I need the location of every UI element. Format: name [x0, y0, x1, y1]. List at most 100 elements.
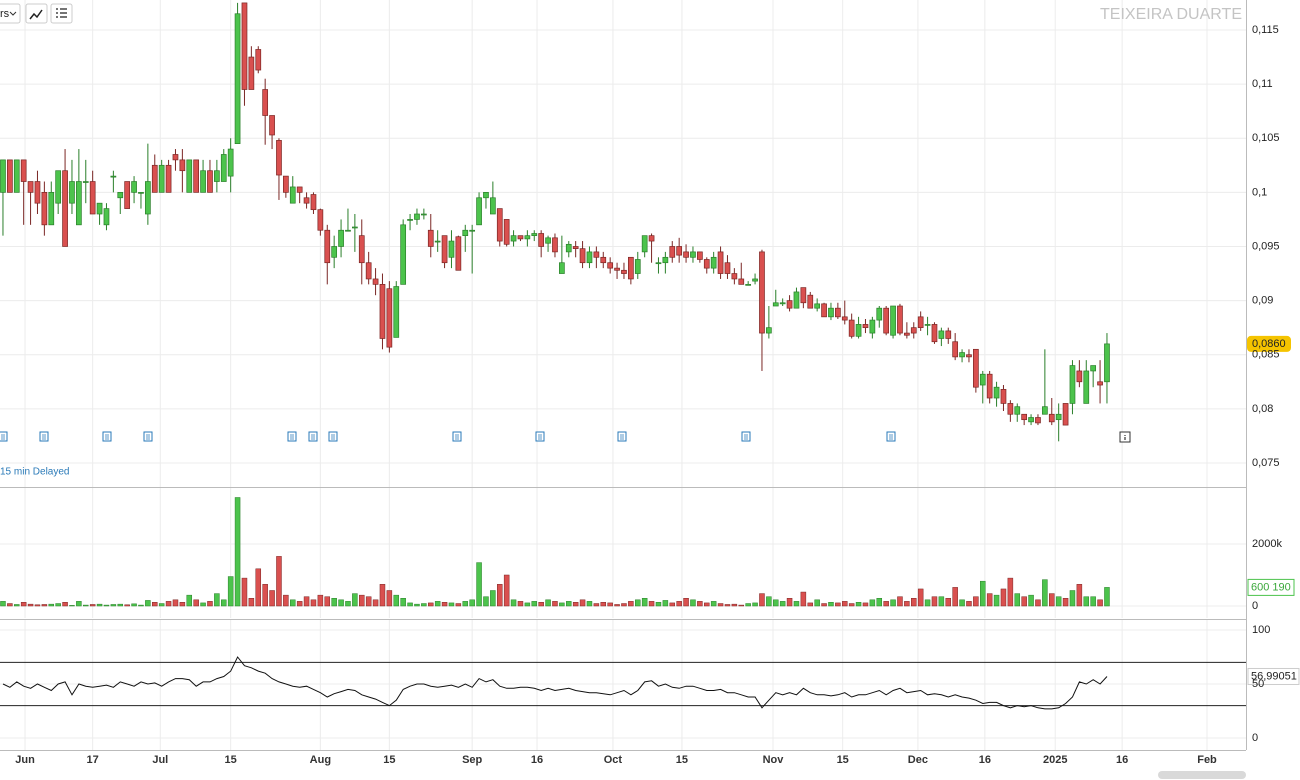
- scrollbar[interactable]: [1158, 771, 1246, 779]
- delay-note: 15 min Delayed: [0, 467, 69, 478]
- price-tag: [1247, 335, 1291, 352]
- candle-body: [365, 262, 372, 280]
- candle-body: [607, 262, 614, 269]
- candle-body: [476, 197, 482, 226]
- volume-bar: [731, 603, 738, 607]
- volume-bar: [303, 596, 310, 607]
- news-icon[interactable]: [617, 431, 627, 442]
- range-button[interactable]: [0, 3, 21, 24]
- candle-body: [924, 324, 931, 326]
- news-icon[interactable]: [287, 431, 297, 442]
- volume-bar: [773, 599, 779, 607]
- volume-bar: [1000, 588, 1007, 607]
- news-icon[interactable]: [102, 431, 112, 442]
- volume-bar: [469, 599, 475, 607]
- news-icon[interactable]: [308, 431, 318, 442]
- news-icon[interactable]: [328, 431, 338, 442]
- news-icon[interactable]: [535, 431, 545, 442]
- candle-body: [966, 354, 972, 358]
- candle-body: [890, 305, 896, 336]
- candle-body: [186, 159, 193, 193]
- volume-bar: [386, 590, 393, 607]
- volume-bar: [786, 598, 793, 607]
- x-tick-label: 2025: [1043, 754, 1067, 766]
- volume-bar: [317, 594, 324, 607]
- candle-body: [1028, 417, 1034, 423]
- y-tick-label: 100: [1252, 624, 1270, 636]
- volume-bar: [434, 601, 441, 607]
- candle-body: [393, 286, 400, 338]
- candle-body: [1042, 406, 1048, 415]
- labels: Jun 17 Jul 15 Aug 15 Sep 16 Oct 15 Nov 15 Dec 16 2025 1…: [0, 24, 1297, 766]
- volume-bar: [924, 599, 931, 607]
- candle-body: [545, 237, 551, 244]
- news-icon[interactable]: [452, 431, 462, 442]
- news-icon[interactable]: [143, 431, 153, 442]
- volume-bar: [165, 601, 172, 607]
- candle-body: [379, 284, 386, 339]
- news-icon[interactable]: [39, 431, 49, 442]
- candle-body: [1014, 406, 1021, 415]
- candle-body: [41, 192, 48, 226]
- volume-bar: [241, 577, 248, 607]
- volume-bar: [145, 600, 151, 607]
- volume-bar: [593, 603, 600, 607]
- volume-bar: [600, 602, 607, 607]
- candle-body: [165, 164, 172, 193]
- candle-body: [821, 303, 827, 318]
- candle-body: [952, 341, 959, 358]
- volume-bar: [697, 601, 703, 607]
- volume-bar: [621, 603, 627, 607]
- news-icon[interactable]: [0, 431, 8, 442]
- volume-bar: [648, 601, 655, 607]
- x-tick-label: Feb: [1197, 754, 1217, 766]
- volume-bar: [614, 604, 620, 607]
- y-tick-label: 50: [1252, 678, 1264, 690]
- candle-body: [296, 186, 303, 193]
- volume-bar: [607, 602, 613, 607]
- candle-body: [786, 300, 793, 309]
- volume-bar: [862, 602, 869, 607]
- volume-bar: [1021, 596, 1027, 607]
- candle-body: [510, 235, 517, 242]
- news-icon-lines: [331, 434, 335, 440]
- candle-body: [517, 235, 524, 240]
- volume-bar: [172, 599, 179, 607]
- candle-body: [572, 246, 579, 249]
- candle-body: [565, 243, 572, 253]
- volume-bar: [559, 602, 565, 607]
- candle-body: [193, 159, 200, 193]
- chart-type-button[interactable]: [25, 3, 48, 24]
- volume-bar: [1014, 593, 1021, 607]
- candle-body: [552, 237, 558, 253]
- news-icon[interactable]: [741, 431, 751, 442]
- x-tick-label: Dec: [908, 754, 928, 766]
- candle-body: [158, 164, 165, 193]
- candle-body: [973, 348, 979, 388]
- candle-body: [13, 159, 20, 193]
- candle-body: [697, 251, 703, 260]
- news-icon[interactable]: [886, 431, 896, 442]
- candle-body: [455, 236, 462, 271]
- y-tick-label: 0,08: [1252, 403, 1273, 415]
- candle-body: [883, 307, 890, 334]
- marks: [0, 2, 1300, 710]
- volume-bar: [876, 598, 883, 607]
- candle-body: [1097, 381, 1103, 386]
- candle-body: [220, 154, 227, 182]
- candle-body: [234, 13, 241, 144]
- volume-bar: [0, 601, 6, 607]
- volume-bar: [579, 599, 586, 607]
- volume-bar: [973, 596, 979, 607]
- volume-bar: [821, 603, 827, 607]
- volume-bar: [662, 600, 669, 607]
- volume-bar: [938, 596, 945, 607]
- candle-body: [269, 115, 275, 136]
- candle-body: [317, 209, 324, 231]
- volume-bar: [897, 596, 903, 607]
- candle-body: [151, 164, 158, 193]
- volume-bar: [27, 603, 34, 607]
- candle-body: [862, 324, 869, 329]
- x-tick-label: 16: [1116, 754, 1128, 766]
